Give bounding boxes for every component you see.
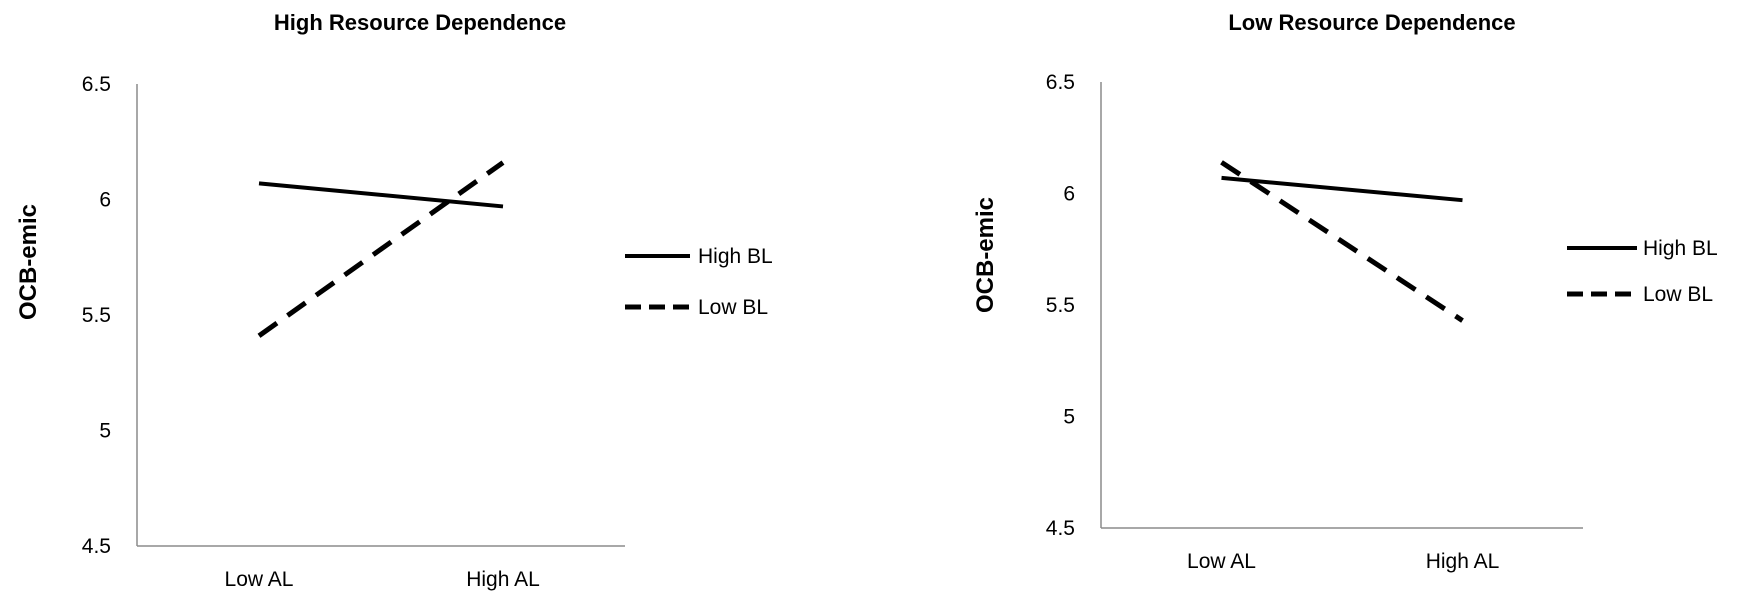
y-tick-label: 6	[99, 189, 111, 212]
chart-high-resource-dependence: High Resource Dependence OCB-emic 4.5 5 5.5 6…	[15, 10, 773, 591]
legend-label: High BL	[698, 245, 773, 268]
y-tick-label: 5.5	[82, 304, 111, 327]
chart-title: Low Resource Dependence	[1228, 10, 1515, 35]
y-tick-label: 6	[1063, 183, 1075, 206]
x-tick-label: Low AL	[225, 568, 294, 591]
y-tick-label: 5.5	[1046, 294, 1075, 317]
y-tick-label: 6.5	[82, 73, 111, 96]
y-tick-label: 5	[99, 420, 111, 443]
x-tick-label: High AL	[466, 568, 540, 591]
chart-low-resource-dependence: Low Resource Dependence OCB-emic 4.5 5 5.5 6 6…	[972, 10, 1718, 573]
series-line-low-bl	[257, 160, 505, 338]
y-tick-label: 5	[1063, 406, 1075, 429]
y-tick-label: 6.5	[1046, 71, 1075, 94]
x-tick-label: High AL	[1426, 550, 1500, 573]
series-line-high-bl	[258, 181, 504, 209]
legend-label: Low BL	[1643, 283, 1713, 306]
chart-title: High Resource Dependence	[274, 10, 566, 35]
y-tick-label: 4.5	[82, 535, 111, 558]
y-axis-label: OCB-emic	[972, 197, 999, 313]
x-tick-label: Low AL	[1187, 550, 1256, 573]
series-line-high-bl	[1221, 175, 1463, 203]
series-line-low-bl	[1220, 160, 1464, 323]
y-axis-label: OCB-emic	[15, 204, 42, 320]
legend-label: High BL	[1643, 237, 1718, 260]
legend-label: Low BL	[698, 296, 768, 319]
y-tick-label: 4.5	[1046, 517, 1075, 540]
